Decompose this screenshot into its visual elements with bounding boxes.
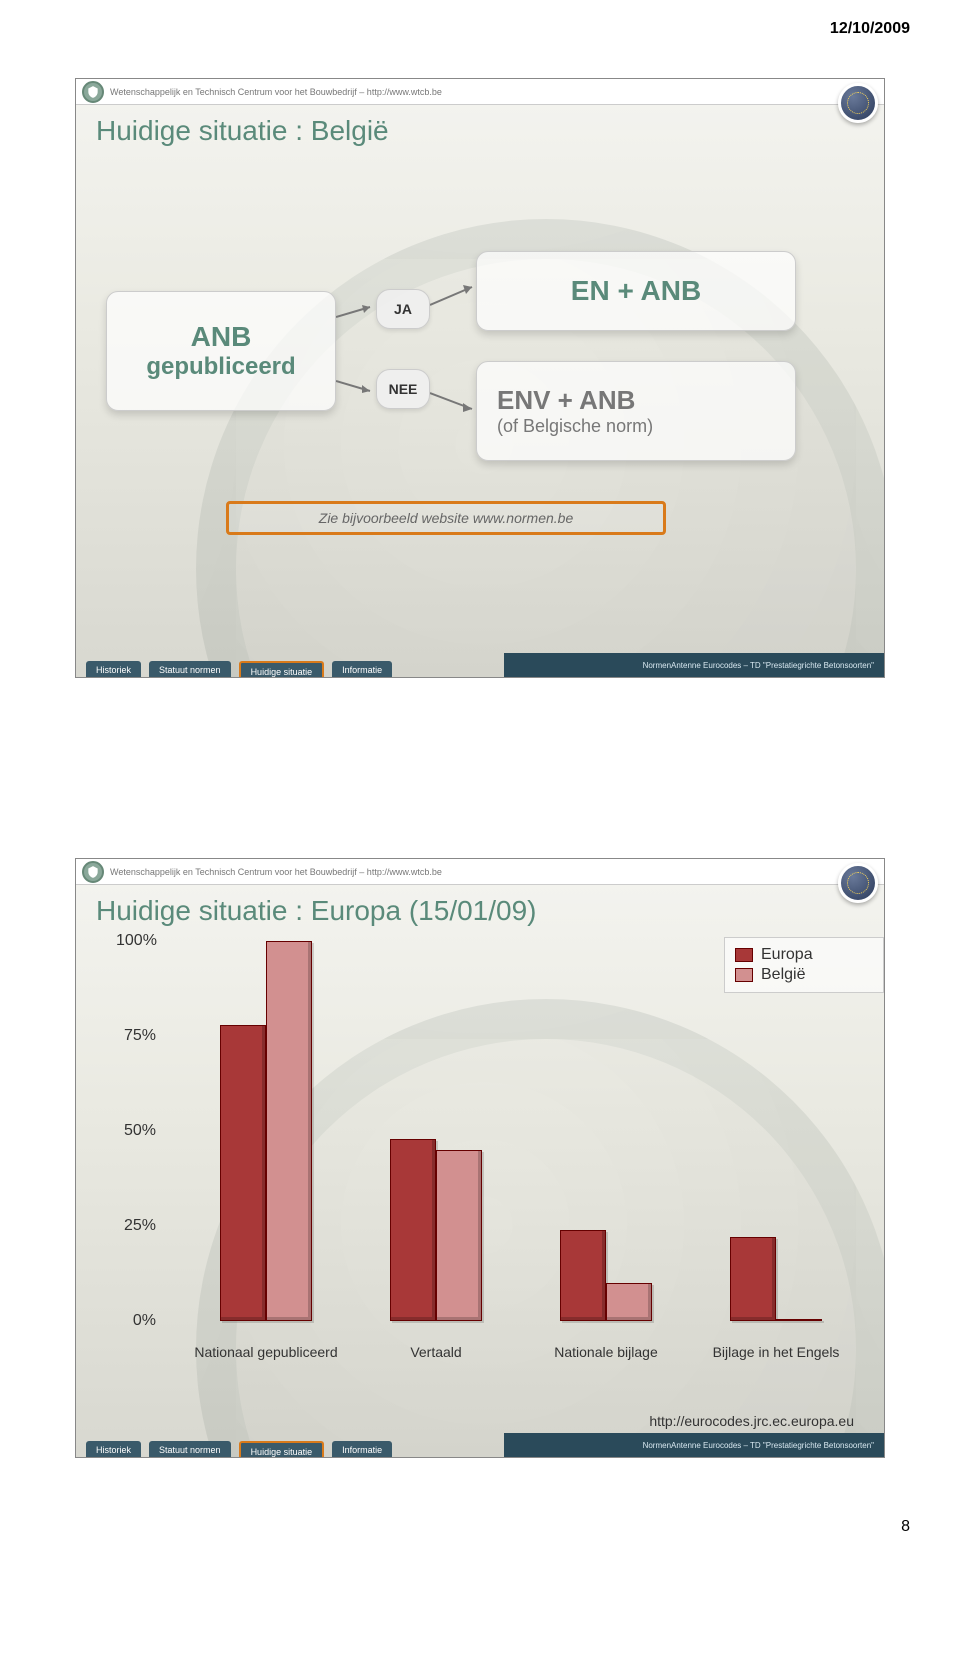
slide-header: Wetenschappelijk en Technisch Centrum vo… [76,79,884,105]
arrow-to-ja-icon [336,301,378,321]
footer-tabs: Historiek Statuut normen Huidige situati… [76,653,392,677]
arrow-ja-to-en-icon [430,281,480,309]
tab-huidige[interactable]: Huidige situatie [239,661,325,677]
legend-europa: Europa [735,946,873,964]
arrow-to-nee-icon [336,377,378,397]
note-normen: Zie bijvoorbeeld website www.normen.be [226,501,666,535]
chart-legend: Europa België [724,937,884,993]
slide1-diagram: ANB gepubliceerd JA NEE EN + ANB ENV + A… [76,151,884,651]
box-br-line2: (of Belgische norm) [497,416,653,437]
bar [266,941,312,1321]
bar-group: Vertaald [376,1139,496,1321]
swatch-europa-icon [735,948,753,962]
box-anb-gepubliceerd: ANB gepubliceerd [106,291,336,411]
bar [390,1139,436,1321]
slide-header: Wetenschappelijk en Technisch Centrum vo… [76,859,884,885]
header-text: Wetenschappelijk en Technisch Centrum vo… [110,867,442,877]
box-left-line1: ANB [191,321,252,353]
slide-footer: Historiek Statuut normen Huidige situati… [76,1433,884,1457]
header-text: Wetenschappelijk en Technisch Centrum vo… [110,87,442,97]
page-number: 8 [0,1518,960,1566]
slide2-title: Huidige situatie : Europa (15/01/09) [76,885,884,931]
eurocodes-url: http://eurocodes.jrc.ec.europa.eu [649,1413,854,1429]
tab-statuut[interactable]: Statuut normen [149,661,231,677]
bar-group: Bijlage in het Engels [716,1237,836,1321]
bar [560,1230,606,1321]
x-label: Nationaal gepubliceerd [186,1344,346,1361]
bar-group: Nationaal gepubliceerd [206,941,326,1321]
ytick-label: 0% [116,1312,156,1330]
footer-right-text: NormenAntenne Eurocodes – TD "Prestatieg… [504,653,884,677]
x-label: Bijlage in het Engels [696,1344,856,1361]
x-label: Vertaald [356,1344,516,1361]
wtcb-logo-icon [82,81,104,103]
tab-informatie[interactable]: Informatie [332,1441,392,1457]
bar [730,1237,776,1321]
page-date: 12/10/2009 [0,0,960,38]
box-tr-text: EN + ANB [571,275,701,307]
legend-belgie: België [735,966,873,984]
tab-historiek[interactable]: Historiek [86,661,141,677]
ytick-label: 100% [116,932,156,950]
bar [436,1150,482,1321]
tab-huidige[interactable]: Huidige situatie [239,1441,325,1457]
bar-chart: 0%25%50%75%100%Nationaal gepubliceerdVer… [116,941,856,1361]
slide-europa: Wetenschappelijk en Technisch Centrum vo… [75,858,885,1458]
tab-historiek[interactable]: Historiek [86,1441,141,1457]
footer-tabs: Historiek Statuut normen Huidige situati… [76,1433,392,1457]
footer-right-text: NormenAntenne Eurocodes – TD "Prestatieg… [504,1433,884,1457]
bar [220,1025,266,1321]
tab-informatie[interactable]: Informatie [332,661,392,677]
arrow-nee-to-env-icon [430,389,480,417]
chart-container: Europa België 0% 25% 50% 75% 100% Nationaal g… [76,931,884,1361]
swatch-belgie-icon [735,968,753,982]
ytick-label: 50% [116,1122,156,1140]
box-left-line2: gepubliceerd [146,353,295,381]
ytick-label: 25% [116,1217,156,1235]
slide1-title: Huidige situatie : België [76,105,884,151]
legend-belgie-label: België [761,966,805,984]
pill-ja: JA [376,289,430,329]
bar-group: Nationale bijlage [546,1230,666,1321]
slide-footer: Historiek Statuut normen Huidige situati… [76,653,884,677]
box-env-anb: ENV + ANB (of Belgische norm) [476,361,796,461]
x-label: Nationale bijlage [526,1344,686,1361]
box-en-anb: EN + ANB [476,251,796,331]
slide-belgie: Wetenschappelijk en Technisch Centrum vo… [75,78,885,678]
legend-europa-label: Europa [761,946,813,964]
bar [776,1319,822,1321]
plot-area: Nationaal gepubliceerd Vertaald Nationale … [166,941,856,1321]
tab-statuut[interactable]: Statuut normen [149,1441,231,1457]
pill-nee: NEE [376,369,430,409]
box-br-line1: ENV + ANB [497,385,635,416]
bar [606,1283,652,1321]
ytick-label: 75% [116,1027,156,1045]
wtcb-logo-icon [82,861,104,883]
